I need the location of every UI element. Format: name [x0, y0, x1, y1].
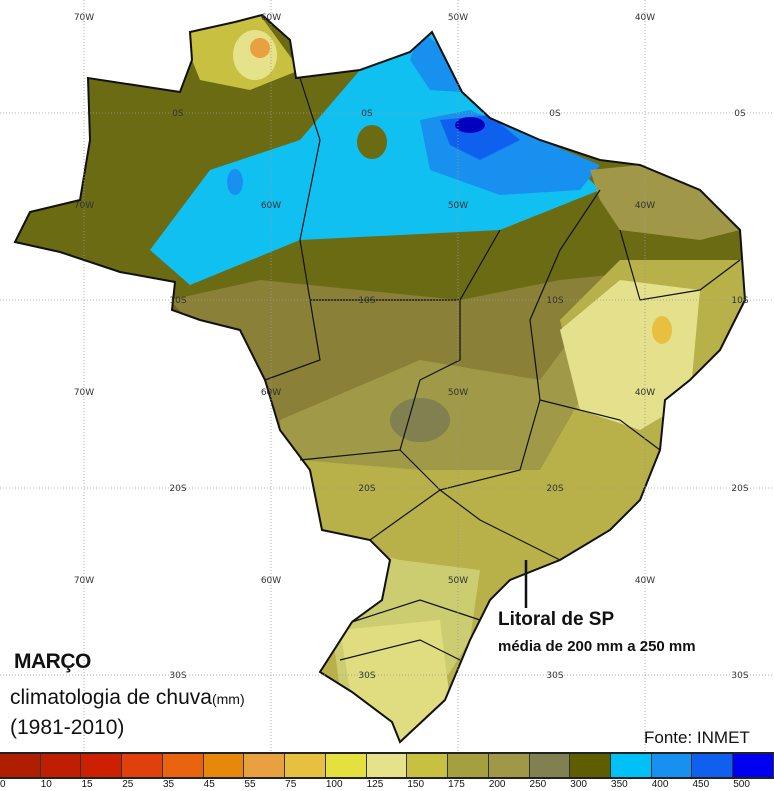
rainfall-map: 70W 70W 70W 70W 60W 60W 60W 60W 50W 50W 50W 50W 40W 4… [0, 0, 774, 752]
longitude-label: 50W [448, 576, 468, 586]
legend-value: 15 [81, 779, 93, 790]
legend-value: 450 [692, 779, 710, 790]
legend-value: 25 [122, 779, 134, 790]
legend-swatch [529, 754, 571, 777]
month-title: MARÇO [14, 650, 91, 673]
longitude-label: 60W [261, 388, 281, 398]
legend-value: 175 [448, 779, 465, 790]
latitude-label: 20S [358, 484, 375, 494]
legend-swatch [733, 754, 774, 777]
legend-value: 150 [407, 779, 425, 790]
latitude-label: 10S [546, 296, 563, 306]
legend-swatch [244, 754, 286, 777]
legend-swatch [325, 754, 367, 777]
latitude-label: 10S [169, 296, 186, 306]
legend-swatch [651, 754, 693, 777]
latitude-label: 10S [358, 296, 375, 306]
longitude-label: 70W [74, 576, 94, 586]
legend-value: 45 [203, 779, 215, 790]
legend-value: 75 [285, 779, 297, 790]
legend-value: 100 [325, 779, 343, 790]
legend-swatch [203, 754, 245, 777]
legend-value: 0 [0, 779, 6, 790]
longitude-label: 70W [74, 13, 94, 23]
legend-swatch [162, 754, 204, 777]
latitude-label: 0S [734, 109, 746, 119]
longitude-label: 60W [261, 576, 281, 586]
legend-swatch [488, 754, 530, 777]
legend-value: 500 [733, 779, 750, 790]
color-legend: 0 10 15 25 35 45 55 75 100 125 150 175 200 250 300 350 4… [0, 752, 774, 791]
legend-value: 125 [366, 779, 384, 790]
latitude-label: 30S [169, 671, 186, 681]
legend-swatch [448, 754, 489, 777]
legend-value: 35 [162, 779, 175, 790]
longitude-label: 70W [74, 388, 94, 398]
latitude-label: 30S [546, 671, 563, 681]
latitude-label: 0S [361, 109, 373, 119]
legend-swatch [0, 754, 41, 777]
map-subtitle: climatologia de chuva(mm) [10, 686, 245, 710]
unit-label: (mm) [211, 691, 245, 707]
period-label: (1981-2010) [10, 716, 125, 739]
latitude-label: 20S [731, 484, 748, 494]
legend-value: 200 [488, 779, 506, 790]
longitude-label: 40W [635, 13, 655, 23]
legend-value: 10 [40, 779, 52, 790]
longitude-label: 40W [635, 201, 655, 211]
latitude-labels: 0S 0S 0S 0S 10S 10S 10S 10S 20S 20S 20S 20S 30S 30S 30… [169, 109, 748, 681]
legend-swatch [40, 754, 82, 777]
longitude-label: 50W [448, 388, 468, 398]
latitude-label: 30S [731, 671, 748, 681]
subtitle-text: climatologia de chuva [10, 686, 212, 709]
legend-value: 55 [244, 779, 256, 790]
legend-value: 250 [529, 779, 547, 790]
legend-swatch [122, 754, 163, 777]
latitude-label: 10S [731, 296, 748, 306]
callout-title: Litoral de SP [498, 609, 615, 630]
legend-swatch [285, 754, 326, 777]
graticule [0, 0, 774, 752]
longitude-label: 60W [261, 13, 281, 23]
latitude-label: 30S [358, 671, 375, 681]
longitude-label: 70W [74, 201, 94, 211]
latitude-label: 0S [172, 109, 184, 119]
longitude-labels: 70W 70W 70W 70W 60W 60W 60W 60W 50W 50W 50W 50W 40W 4… [74, 13, 655, 586]
latitude-label: 0S [549, 109, 561, 119]
legend-swatch [611, 754, 652, 777]
longitude-label: 50W [448, 13, 468, 23]
longitude-label: 40W [635, 576, 655, 586]
legend-swatch [366, 754, 408, 777]
latitude-label: 20S [546, 484, 563, 494]
legend-swatches [0, 752, 774, 779]
legend-swatch [407, 754, 449, 777]
longitude-label: 50W [448, 201, 468, 211]
legend-swatch [81, 754, 123, 777]
legend-labels: 0 10 15 25 35 45 55 75 100 125 150 175 200 250 300 350 4… [0, 779, 774, 791]
longitude-label: 60W [261, 201, 281, 211]
callout-text: média de 200 mm a 250 mm [498, 638, 696, 655]
longitude-label: 40W [635, 388, 655, 398]
state-borders [264, 77, 741, 661]
legend-value: 400 [651, 779, 669, 790]
source-label: Fonte: INMET [644, 728, 750, 747]
legend-value: 350 [611, 779, 628, 790]
legend-value: 300 [570, 779, 587, 790]
legend-swatch [692, 754, 734, 777]
legend-swatch [570, 754, 612, 777]
latitude-label: 20S [169, 484, 186, 494]
